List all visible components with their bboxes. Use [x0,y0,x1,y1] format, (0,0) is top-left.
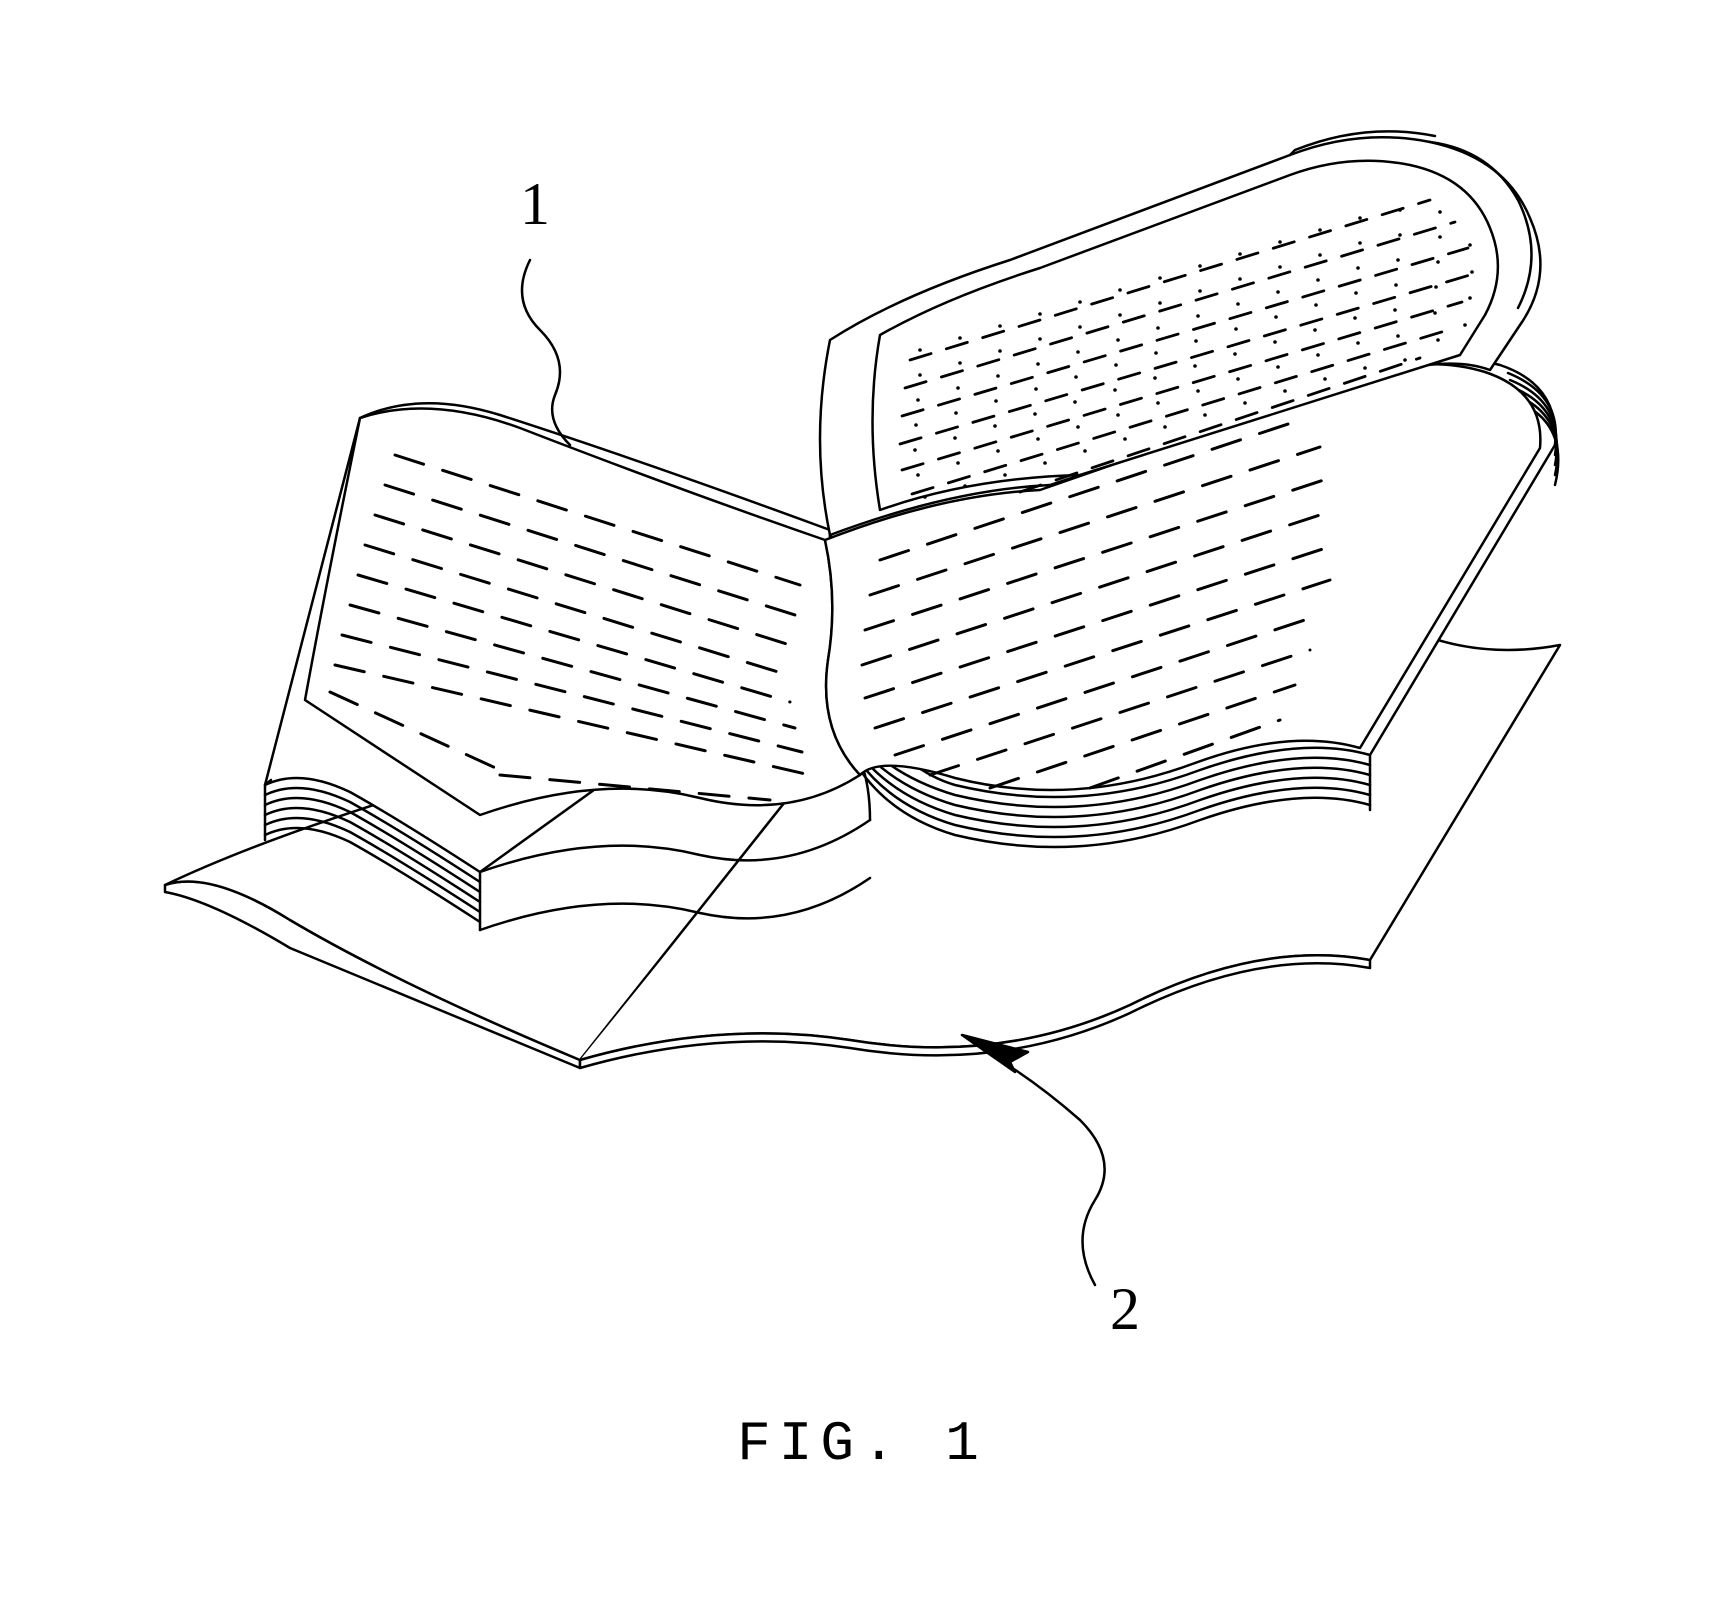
book-diagram [0,0,1724,1611]
leader-label-2: 2 [1110,1275,1140,1344]
figure-caption: FIG. 1 [737,1412,987,1476]
leader-label-1: 1 [520,170,550,239]
figure-container: 1 2 FIG. 1 [0,0,1724,1611]
